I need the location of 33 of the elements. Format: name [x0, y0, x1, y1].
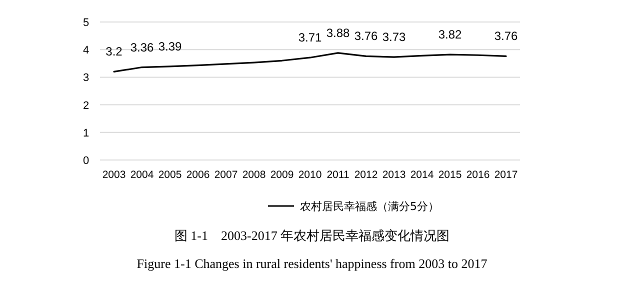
- y-tick-label: 5: [82, 17, 90, 29]
- data-label: 3.82: [438, 28, 462, 42]
- data-label: 3.39: [158, 39, 182, 54]
- x-tick-label: 2009: [270, 169, 294, 181]
- x-tick-label: 2012: [354, 169, 378, 181]
- text: 图 1-1 2003-2017 年农村居民幸福感变化情况图: [174, 228, 450, 243]
- data-label: 3.71: [298, 30, 322, 45]
- legend-label: 农村居民幸福感（满分5分）: [300, 200, 439, 213]
- text: Figure 1-1 Changes in rural residents' happiness from 2003 to 2017: [136, 256, 488, 271]
- x-tick-label: 2015: [438, 169, 462, 181]
- x-tick-label: 2014: [410, 169, 434, 181]
- x-tick-label: 2011: [326, 169, 350, 181]
- x-tick-label: 2003: [102, 169, 126, 181]
- data-label: 3.36: [130, 40, 154, 54]
- x-tick-label: 2017: [494, 169, 518, 181]
- y-tick-label: 1: [82, 127, 90, 140]
- data-label: 3.2: [106, 44, 123, 59]
- x-tick-label: 2006: [186, 169, 210, 181]
- data-label: 3.76: [494, 29, 518, 44]
- y-tick-label: 3: [82, 72, 90, 84]
- x-tick-label: 2007: [214, 169, 238, 181]
- y-tick-label: 2: [82, 100, 90, 112]
- data-label: 3.76: [354, 29, 378, 44]
- x-tick-label: 2005: [158, 169, 182, 181]
- x-tick-label: 2013: [382, 169, 406, 181]
- x-tick-label: 2010: [298, 169, 322, 181]
- data-label: 3.73: [382, 30, 406, 44]
- y-tick-label: 0: [82, 155, 90, 167]
- x-tick-label: 2004: [130, 169, 154, 181]
- x-tick-label: 2008: [242, 169, 266, 181]
- data-label: 3.88: [326, 26, 350, 40]
- x-tick-label: 2016: [466, 169, 490, 181]
- y-tick-label: 4: [82, 44, 90, 57]
